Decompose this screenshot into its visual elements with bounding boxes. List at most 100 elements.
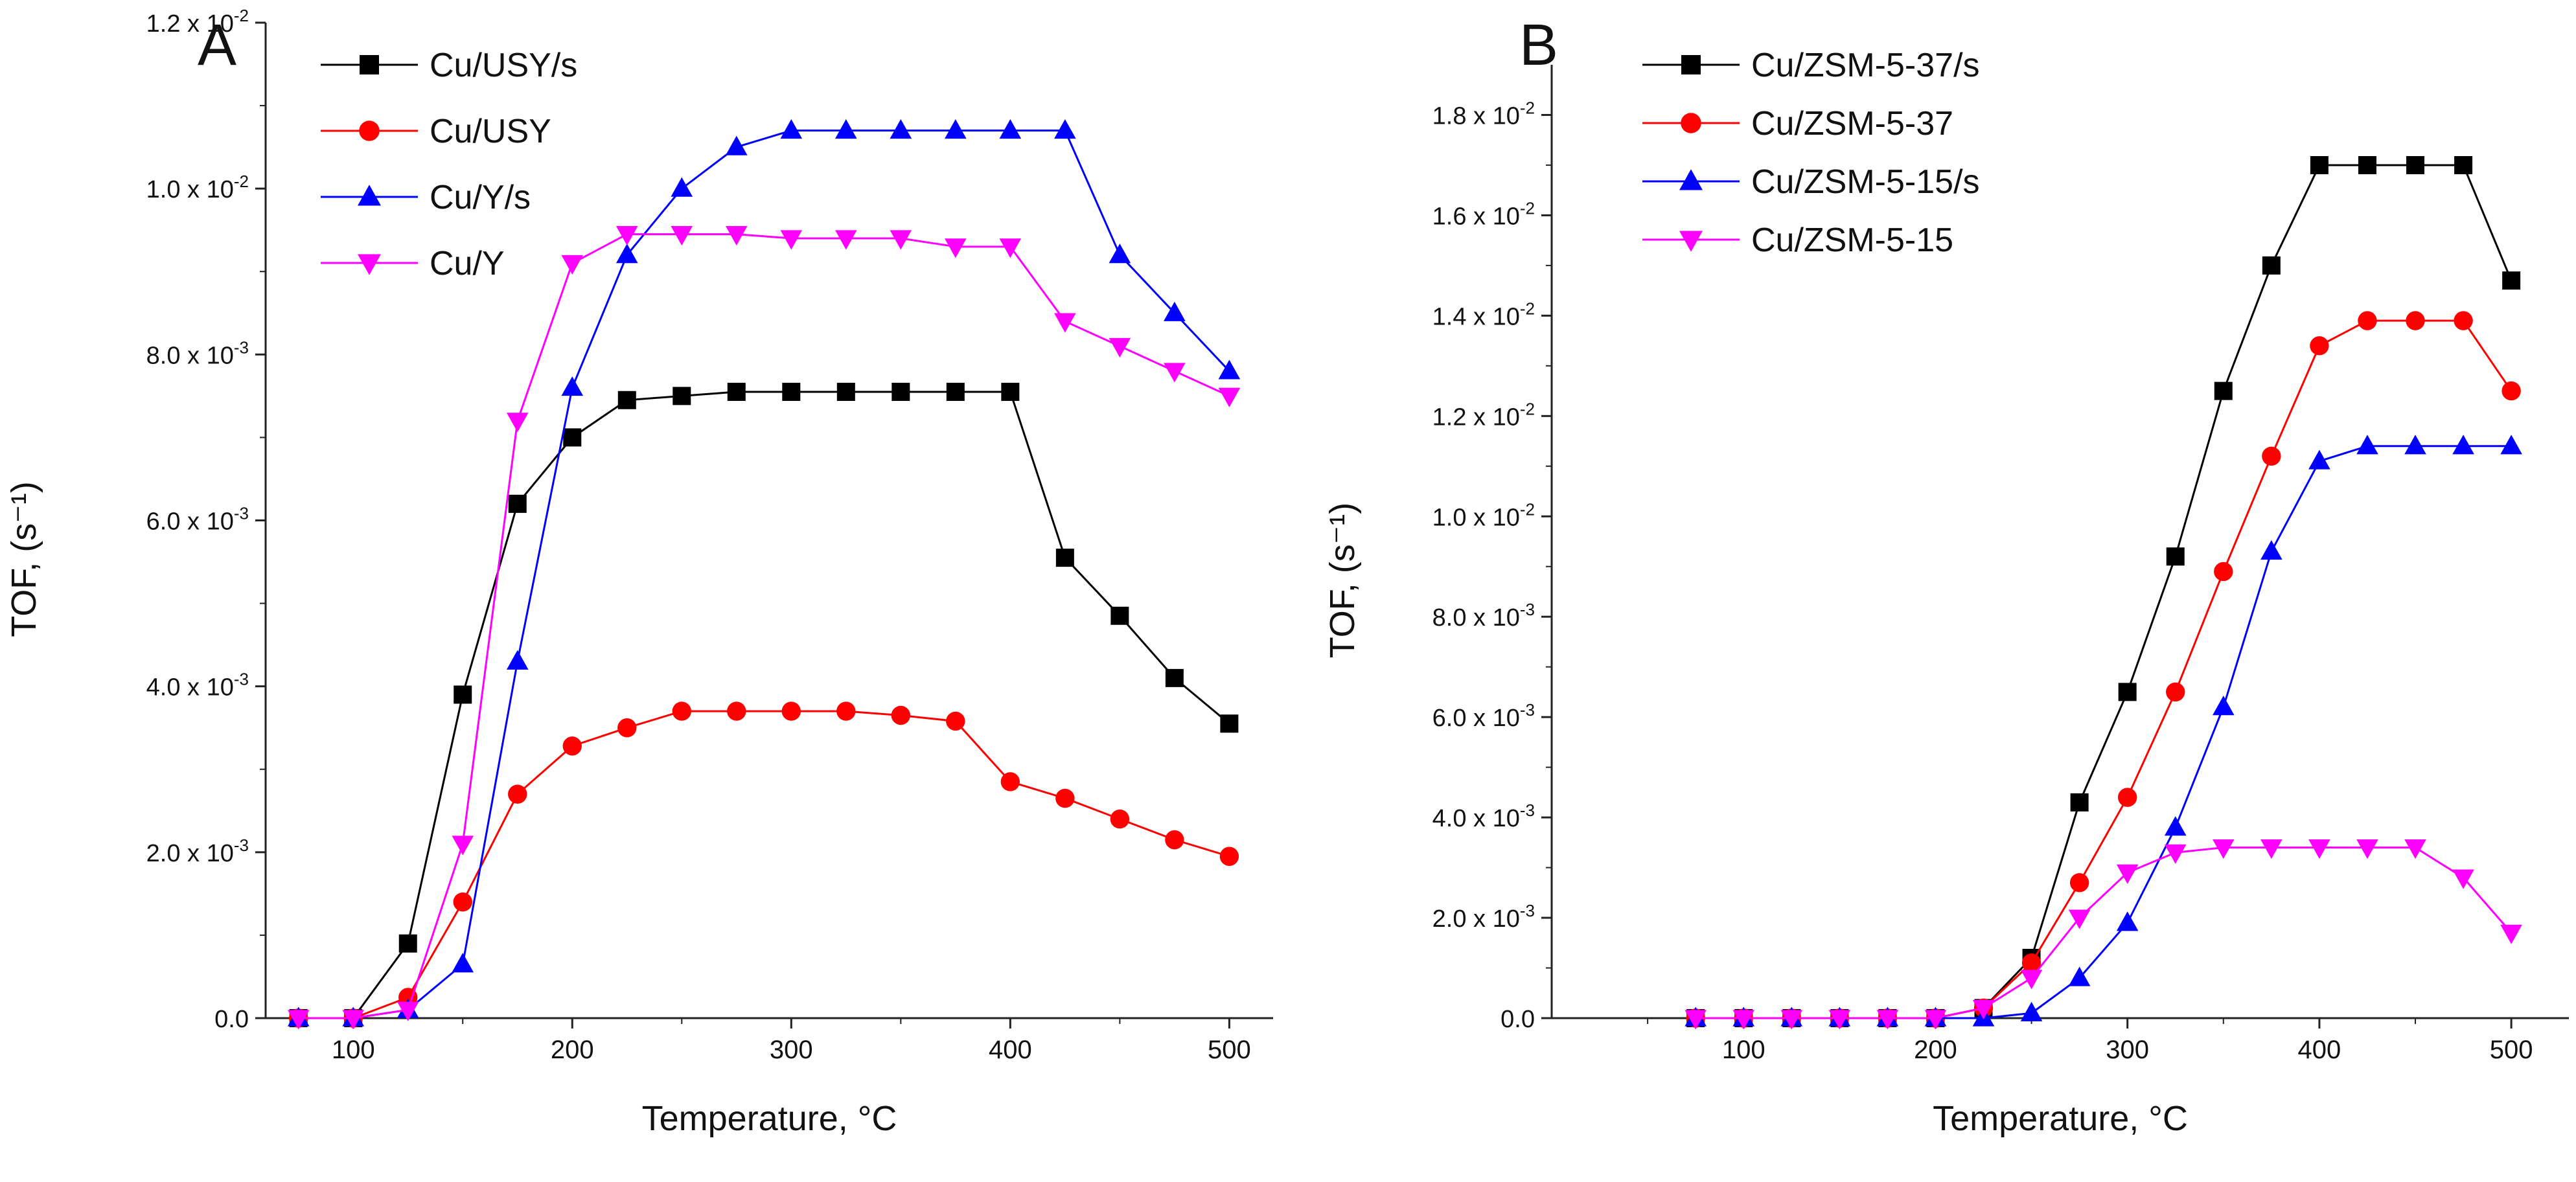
- data-point: [835, 230, 857, 250]
- legend-label: Cu/ZSM-5-37/s: [1751, 47, 1980, 84]
- data-point: [2454, 311, 2473, 330]
- data-point: [2500, 435, 2522, 455]
- data-point: [2212, 696, 2235, 716]
- data-point: [2020, 970, 2043, 990]
- data-point: [617, 391, 636, 409]
- x-tick-label: 500: [1208, 1036, 1251, 1064]
- data-point: [1055, 788, 1075, 808]
- data-point: [2310, 155, 2329, 174]
- data-point: [1218, 387, 1241, 407]
- series-line: [298, 233, 1230, 1019]
- data-point: [2212, 839, 2235, 859]
- data-point: [1110, 606, 1129, 625]
- data-point: [2021, 953, 2041, 973]
- data-point: [561, 255, 584, 275]
- data-point: [1972, 999, 1995, 1020]
- data-point: [2166, 682, 2185, 702]
- data-point: [508, 494, 527, 513]
- data-point: [1218, 359, 1241, 380]
- data-point: [2406, 155, 2425, 174]
- data-point: [2118, 683, 2137, 701]
- y-tick-label: 1.0 x 10-2: [146, 172, 249, 203]
- data-point: [2117, 788, 2137, 807]
- x-tick-label: 300: [770, 1036, 813, 1064]
- x-tick-label: 500: [2490, 1036, 2533, 1064]
- data-point: [1164, 363, 1186, 383]
- y-tick-label: 0.0: [1501, 1006, 1535, 1033]
- data-point: [2308, 839, 2330, 859]
- data-point: [2116, 864, 2139, 884]
- legend-entry: Cu/Y/s: [321, 179, 531, 216]
- data-point: [342, 1010, 365, 1030]
- series-line: [298, 391, 1230, 1019]
- data-point: [1165, 830, 1184, 850]
- data-point: [2308, 449, 2330, 470]
- y-tick-label: 2.0 x 10-3: [1432, 901, 1535, 933]
- data-point: [2358, 155, 2376, 174]
- legend-marker: [358, 185, 381, 206]
- data-point: [725, 226, 748, 246]
- data-point: [782, 382, 801, 401]
- data-point: [725, 135, 748, 155]
- data-point: [2404, 435, 2426, 455]
- panel-label: B: [1519, 13, 1558, 78]
- data-point: [2068, 909, 2091, 929]
- data-point: [452, 835, 474, 856]
- legend-marker: [1681, 113, 1701, 133]
- data-point: [780, 119, 803, 139]
- x-axis-label: Temperature, °C: [642, 1099, 897, 1138]
- data-point: [946, 382, 965, 401]
- series-cu-zsm-5-37: [1686, 311, 2521, 1028]
- data-point: [615, 244, 638, 264]
- legend-label: Cu/Y/s: [430, 179, 531, 216]
- data-point: [672, 701, 691, 721]
- y-tick-label: 1.4 x 10-2: [1432, 299, 1535, 330]
- y-axis-label: TOF, (s⁻¹): [1323, 503, 1362, 658]
- y-tick-label: 1.6 x 10-2: [1432, 198, 1535, 230]
- y-axis-label: TOF, (s⁻¹): [5, 481, 43, 637]
- data-point: [999, 238, 1022, 258]
- data-point: [2500, 924, 2522, 944]
- x-tick-label: 300: [2106, 1036, 2149, 1064]
- data-point: [1219, 847, 1239, 866]
- legend-marker: [1679, 231, 1703, 252]
- series-cu-zsm-5-15-s: [1685, 435, 2522, 1027]
- data-point: [835, 119, 857, 139]
- data-point: [2406, 311, 2425, 330]
- data-point: [2164, 844, 2187, 864]
- data-point: [561, 376, 584, 396]
- series-line: [298, 710, 1230, 1019]
- y-tick-label: 4.0 x 10-3: [1432, 801, 1535, 832]
- data-point: [727, 382, 746, 401]
- data-point: [727, 701, 746, 721]
- y-tick-label: 1.2 x 10-2: [1432, 399, 1535, 431]
- legend-label: Cu/Y: [430, 245, 505, 282]
- legend-label: Cu/ZSM-5-37: [1751, 105, 1953, 142]
- series-cu-y: [287, 226, 1241, 1030]
- y-tick-label: 2.0 x 10-3: [146, 835, 249, 867]
- y-tick-label: 0.0: [214, 1006, 249, 1033]
- data-point: [1055, 549, 1074, 567]
- legend-entry: Cu/ZSM-5-15/s: [1642, 163, 1980, 201]
- y-tick-label: 6.0 x 10-3: [1432, 700, 1535, 732]
- data-point: [2068, 966, 2091, 986]
- legend-label: Cu/USY/s: [430, 47, 577, 84]
- series-line: [1696, 445, 2512, 1019]
- data-point: [2214, 381, 2233, 400]
- data-point: [617, 718, 637, 738]
- legend-entry: Cu/ZSM-5-37: [1642, 105, 1953, 142]
- data-point: [891, 382, 910, 401]
- data-point: [2262, 446, 2281, 466]
- data-point: [2069, 873, 2089, 892]
- data-point: [671, 177, 693, 197]
- chart-panel-B: 0.0 2.0 x 10-3 4.0 x 10-3 6.0 x 10-3 8.0 x 1…: [1323, 13, 2569, 1138]
- legend-label: Cu/ZSM-5-15/s: [1751, 163, 1980, 201]
- data-point: [2214, 562, 2233, 582]
- data-point: [2070, 793, 2089, 812]
- data-point: [2358, 311, 2377, 330]
- legend-entry: Cu/ZSM-5-37/s: [1642, 47, 1980, 84]
- data-point: [1109, 337, 1131, 358]
- data-point: [2452, 435, 2474, 455]
- data-point: [1220, 714, 1239, 733]
- x-tick-label: 400: [989, 1036, 1032, 1064]
